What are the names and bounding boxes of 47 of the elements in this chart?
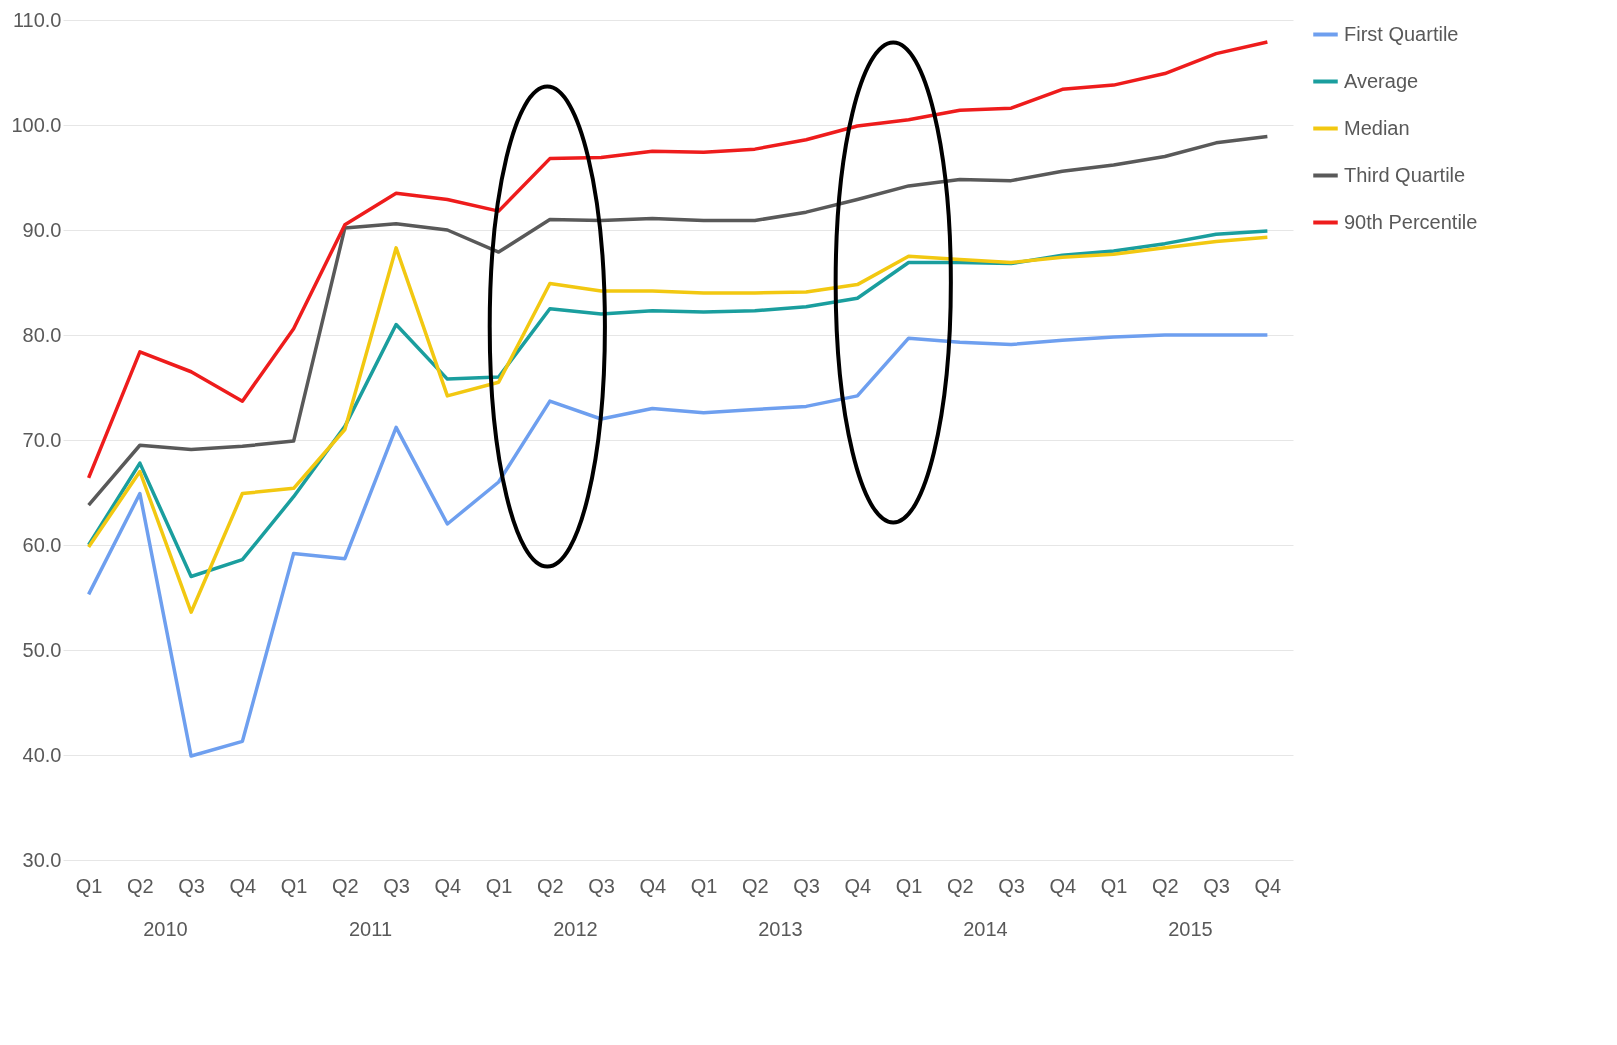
line-series	[86, 40, 1270, 480]
x-tick-label: Q2	[947, 874, 974, 897]
text: 2011	[348, 918, 393, 940]
y-tick-label: 40.0	[22, 743, 62, 766]
text: 2013	[758, 918, 803, 940]
x-tick-label: Q3	[793, 874, 820, 897]
y-tick-label: 50.0	[22, 638, 62, 661]
x-tick-label: Q3	[588, 874, 615, 897]
legend-label: Average	[1344, 69, 1419, 92]
y-tick-label: 70.0	[22, 428, 62, 451]
x-tick-label: Q3	[1203, 874, 1230, 897]
x-tick-label: Q4	[844, 874, 872, 897]
x-tick-label: Q4	[1254, 874, 1282, 897]
y-tick-label: 110.0	[12, 8, 62, 31]
legend-label: Median	[1344, 116, 1410, 139]
y-tick-label: 80.0	[22, 323, 62, 346]
legend-label: Third Quartile	[1344, 163, 1466, 186]
y-tick-label: 60.0	[22, 533, 62, 556]
x-tick-label: Q4	[1049, 874, 1077, 897]
x-tick-label: Q1	[1100, 874, 1128, 897]
text: 2014	[963, 918, 1008, 940]
text: 2012	[553, 918, 598, 940]
text: 2010	[143, 918, 188, 940]
x-tick-label: Q3	[998, 874, 1025, 897]
x-tick-label: Q4	[639, 874, 667, 897]
x-tick-label: Q1	[485, 874, 513, 897]
x-tick-label: Q2	[1152, 874, 1179, 897]
x-tick-label: Q4	[229, 874, 257, 897]
x-tick-label: Q2	[127, 874, 154, 897]
x-tick-label: Q2	[742, 874, 769, 897]
x-tick-label: Q1	[895, 874, 923, 897]
x-tick-label: Q1	[75, 874, 103, 897]
x-tick-label: Q3	[178, 874, 205, 897]
x-tick-label: Q3	[383, 874, 410, 897]
x-tick-label: Q4	[434, 874, 462, 897]
x-tick-label: Q1	[280, 874, 308, 897]
legend-label: 90th Percentile	[1344, 210, 1478, 233]
x-tick-label: Q2	[537, 874, 564, 897]
y-tick-label: 100.0	[11, 113, 62, 136]
legend-label: First Quartile	[1344, 22, 1459, 45]
text: 2015	[1168, 918, 1213, 940]
x-tick-label: Q2	[332, 874, 359, 897]
y-tick-label: 30.0	[22, 848, 62, 871]
y-tick-label: 90.0	[22, 218, 62, 241]
line-series	[86, 134, 1270, 507]
x-tick-label: Q1	[690, 874, 718, 897]
line-series	[86, 333, 1270, 758]
